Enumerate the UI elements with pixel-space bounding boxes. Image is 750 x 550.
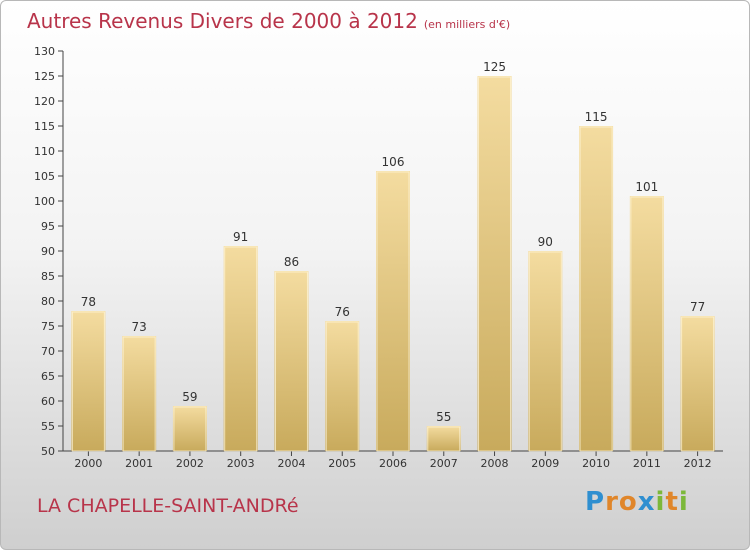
chart-title: Autres Revenus Divers de 2000 à 2012 (en …	[27, 9, 510, 33]
y-tick-label: 120	[34, 95, 55, 108]
bar-2001	[122, 336, 157, 452]
bar-highlight	[630, 196, 664, 452]
chart-axes: 50 55 60 65 70 75 80 85 90 95 100 105 110 115 120 125 13…	[34, 45, 723, 470]
bar-2012	[680, 316, 715, 452]
bar-highlight	[579, 126, 613, 452]
proxiti-logo: Proxiti	[585, 487, 689, 517]
bar	[172, 406, 207, 451]
data-label: 90	[538, 235, 553, 249]
data-label: 86	[284, 255, 299, 269]
y-tick-label: 85	[41, 270, 55, 283]
title-unit: (en milliers d'€)	[423, 18, 511, 31]
bar-2007	[426, 426, 461, 452]
x-tick-label: 2007	[430, 457, 458, 470]
chart-bars	[71, 76, 715, 452]
bar-2011	[629, 196, 664, 452]
bar-2006	[376, 171, 410, 452]
x-tick-label: 2009	[531, 457, 559, 470]
y-tick-label: 75	[41, 320, 55, 333]
y-tick-label: 110	[34, 145, 55, 158]
y-tick-label: 50	[41, 445, 55, 458]
x-tick-label: 2004	[277, 457, 305, 470]
data-label: 106	[382, 155, 405, 169]
data-label: 76	[335, 305, 350, 319]
bar	[223, 246, 258, 451]
y-tick-label: 60	[41, 395, 55, 408]
data-label: 55	[436, 410, 451, 424]
x-tick-label: 2005	[328, 457, 356, 470]
x-tick-label: 2001	[125, 457, 153, 470]
data-label: 115	[585, 110, 608, 124]
bar-highlight	[71, 311, 105, 452]
data-label: 101	[635, 180, 658, 194]
y-tick-label: 95	[41, 220, 55, 233]
bar	[274, 271, 309, 451]
y-tick-label: 115	[34, 120, 55, 133]
y-tick-label: 55	[41, 420, 55, 433]
bar-2002	[172, 406, 207, 452]
bar-highlight	[681, 316, 715, 452]
bar-highlight	[427, 426, 461, 452]
data-label: 59	[182, 390, 197, 404]
bar-highlight	[478, 76, 512, 452]
x-tick-label: 2000	[74, 457, 102, 470]
bar	[71, 311, 106, 451]
x-tick-label: 2002	[176, 457, 204, 470]
y-tick-label: 125	[34, 70, 55, 83]
y-tick-label: 70	[41, 345, 55, 358]
x-tick-label: 2006	[379, 457, 407, 470]
bar-2008	[477, 76, 512, 452]
bar-2005	[325, 321, 360, 452]
y-tick-label: 90	[41, 245, 55, 258]
data-label: 125	[483, 60, 506, 74]
y-tick-label: 105	[34, 170, 55, 183]
data-label: 78	[81, 295, 96, 309]
y-tick-label: 80	[41, 295, 55, 308]
x-tick-label: 2012	[684, 457, 712, 470]
bar	[680, 316, 715, 451]
bar	[579, 126, 614, 451]
bar	[325, 321, 360, 451]
data-label: 77	[690, 300, 705, 314]
bar	[528, 251, 563, 451]
bar-highlight	[274, 271, 308, 452]
title-text: Autres Revenus Divers de 2000 à 2012	[27, 9, 418, 33]
y-tick-label: 130	[34, 45, 55, 58]
y-tick-label: 65	[41, 370, 55, 383]
bar-highlight	[224, 246, 258, 452]
bar	[122, 336, 157, 451]
x-tick-label: 2010	[582, 457, 610, 470]
chart-labels: 78 73 59 91 86 76 106 55 125 90 115 101 77	[81, 60, 706, 424]
bar	[376, 171, 410, 451]
y-tick-label: 100	[34, 195, 55, 208]
bar	[426, 426, 461, 451]
location-name: LA CHAPELLE-SAINT-ANDRé	[37, 495, 299, 517]
bar-highlight	[528, 251, 562, 452]
bar-2009	[528, 251, 563, 452]
x-tick-label: 2003	[227, 457, 255, 470]
bar-highlight	[122, 336, 156, 452]
data-label: 73	[132, 320, 147, 334]
bar	[477, 76, 512, 451]
bar-2010	[579, 126, 614, 452]
bar-highlight	[325, 321, 359, 452]
bar-highlight	[376, 171, 410, 452]
x-tick-label: 2008	[481, 457, 509, 470]
bar	[629, 196, 664, 451]
x-tick-label: 2011	[633, 457, 661, 470]
bar-highlight	[173, 406, 207, 452]
data-label: 91	[233, 230, 248, 244]
bar-2003	[223, 246, 258, 452]
bar-2004	[274, 271, 309, 452]
bar-2000	[71, 311, 106, 452]
